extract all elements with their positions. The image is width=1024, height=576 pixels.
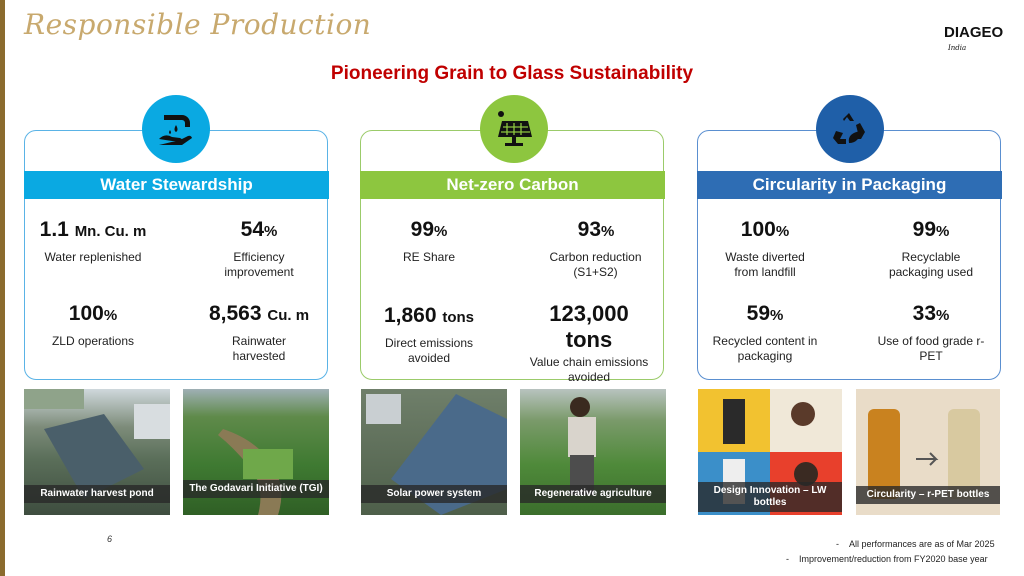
circularity-metric-1: 100% Waste diverted from landfill (725, 218, 805, 279)
water-metric-1: 1.1 Mn. Cu. m Water replenished (39, 218, 147, 264)
water-metric-2: 54% Efficiency improvement (224, 218, 294, 279)
photo-caption: Regenerative agriculture (520, 485, 666, 503)
photo-godavari: The Godavari Initiative (TGI) (183, 389, 329, 515)
carbon-metric-1: 99% RE Share (402, 218, 456, 264)
photo-lw-bottles: Design Innovation – LW bottles (698, 389, 842, 515)
section-title: Responsible Production (24, 8, 372, 41)
photo-regenerative: Regenerative agriculture (520, 389, 666, 515)
left-accent-bar (0, 0, 5, 576)
circularity-metric-3: 59% Recycled content in packaging (712, 302, 818, 363)
water-metric-4: 8,563 Cu. m Rainwater harvested (208, 302, 310, 363)
page-title: Pioneering Grain to Glass Sustainability (330, 63, 694, 84)
carbon-metric-4: 123,000 tons Value chain emissions avoid… (529, 301, 649, 384)
water-tap-hand-icon (142, 95, 210, 163)
diageo-logo: DIAGEO (944, 24, 1004, 41)
carbon-metric-2: 93% Carbon reduction (S1+S2) (549, 218, 642, 279)
photo-caption: Rainwater harvest pond (24, 485, 170, 503)
photo-caption: Design Innovation – LW bottles (698, 482, 842, 512)
photo-caption: The Godavari Initiative (TGI) (183, 480, 329, 498)
footnote-1: - All performances are as of Mar 2025 (836, 539, 995, 549)
photo-rainwater-pond: Rainwater harvest pond (24, 389, 170, 515)
photo-solar: Solar power system (361, 389, 507, 515)
photo-rpet-bottles: Circularity – r-PET bottles (856, 389, 1000, 515)
photo-caption: Solar power system (361, 485, 507, 503)
circularity-panel-title: Circularity in Packaging (697, 171, 1002, 199)
photo-caption: Circularity – r-PET bottles (856, 486, 1000, 504)
carbon-metric-3: 1,860 tons Direct emissions avoided (383, 304, 475, 365)
carbon-panel-title: Net-zero Carbon (360, 171, 665, 199)
page-number: 6 (107, 534, 113, 544)
solar-panel-icon (480, 95, 548, 163)
water-metric-3: 100% ZLD operations (51, 302, 135, 348)
footnote-2: - Improvement/reduction from FY2020 base… (786, 554, 988, 564)
circularity-metric-4: 33% Use of food grade r-PET (877, 302, 985, 363)
recycle-leaf-icon (816, 95, 884, 163)
water-panel-title: Water Stewardship (24, 171, 329, 199)
diageo-logo-sub: India (948, 44, 967, 52)
circularity-metric-2: 99% Recyclable packaging used (888, 218, 974, 279)
